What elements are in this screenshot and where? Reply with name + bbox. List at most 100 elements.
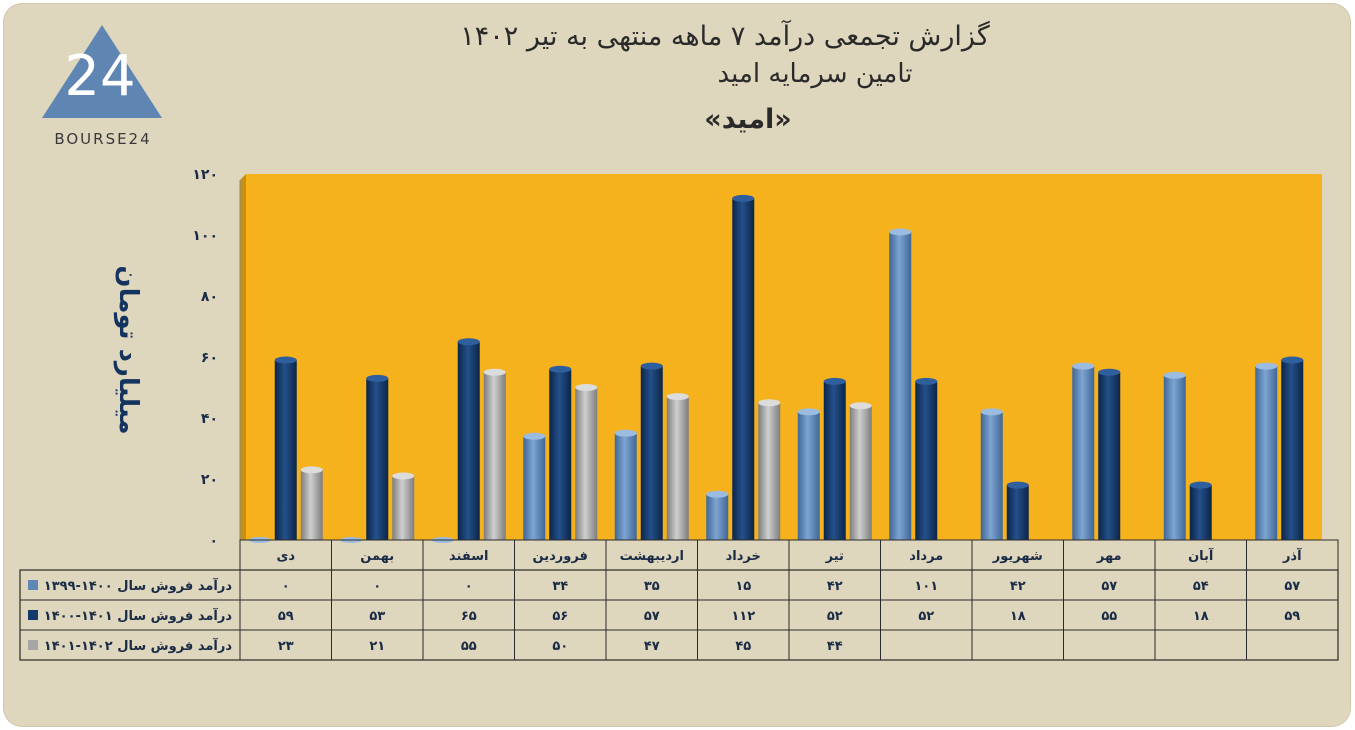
value-cell: ۴۲: [827, 579, 843, 594]
value-cell: ۱۸: [1193, 609, 1209, 624]
category-label: آذر: [1282, 547, 1302, 564]
value-cell: ۴۵: [735, 639, 751, 654]
legend-swatch: [28, 580, 38, 590]
value-cell: ۵۴: [1193, 579, 1209, 594]
value-cell: ۵۶: [552, 609, 568, 624]
bar-s2: [732, 198, 755, 540]
y-axis-label: میلیارد تومان: [113, 265, 143, 434]
value-cell: ۵۷: [1101, 579, 1117, 594]
bar-cap-s1: [706, 490, 729, 498]
bar-cap-s2: [640, 362, 663, 370]
value-cell: ۴۲: [1010, 579, 1026, 594]
bar-s2: [1281, 360, 1304, 540]
bar-s1: [523, 436, 546, 540]
value-cell: ۱۰۱: [914, 579, 938, 594]
chart-subtitle: تامین سرمایه امید: [717, 59, 912, 89]
bar-s3: [392, 475, 415, 540]
bar-cap-s2: [274, 356, 297, 364]
logo-triangle-icon: [42, 25, 162, 118]
value-cell: ۲۳: [278, 639, 294, 654]
bar-cap-s3: [666, 393, 689, 401]
bar-s2: [549, 369, 572, 540]
category-label: مهر: [1096, 549, 1122, 564]
y-tick-label: ۲۰: [201, 472, 218, 488]
value-cell: ۴۷: [644, 639, 660, 654]
bar-s2: [366, 378, 389, 540]
value-cell: ۱۸: [1010, 609, 1026, 624]
value-cell: ۵۲: [918, 609, 934, 624]
value-cell: ۴۴: [827, 639, 843, 654]
bar-cap-s3: [849, 402, 872, 410]
category-label: مرداد: [909, 549, 943, 564]
bar-s1: [797, 411, 820, 540]
bar-s3: [483, 372, 506, 540]
bar-s2: [823, 381, 846, 540]
value-cell: ۵۷: [644, 609, 660, 624]
y-tick-label: ۰: [209, 533, 218, 549]
value-cell: ۱۵: [735, 579, 751, 594]
bar-cap-s1: [1255, 362, 1278, 370]
bar-s3: [300, 469, 323, 540]
bar-cap-s2: [1006, 481, 1029, 489]
bar-s2: [457, 341, 480, 540]
y-tick-label: ۶۰: [201, 350, 218, 366]
legend-swatch: [28, 640, 38, 650]
value-rows-frame: [19, 569, 1339, 661]
y-tick-label: ۱۲۰: [192, 167, 218, 183]
value-cell: ۵۰: [552, 639, 568, 654]
category-label: آبان: [1188, 547, 1214, 564]
bar-cap-s2: [1189, 481, 1212, 489]
chart-title: گزارش تجمعی درآمد ۷ ماهه منتهی به تیر ۱۴…: [460, 20, 990, 52]
legend-swatch: [28, 610, 38, 620]
category-label: اردیبهشت: [620, 549, 684, 564]
bar-s2: [1189, 485, 1212, 540]
value-cell: ۶۵: [461, 609, 477, 624]
value-cell: ۱۱۲: [731, 609, 755, 624]
value-cell: ۰: [465, 579, 473, 594]
category-label: بهمن: [360, 549, 394, 564]
bar-cap-s1: [614, 429, 637, 437]
bar-cap-s2: [1281, 356, 1304, 364]
bar-cap-s1: [1163, 371, 1186, 379]
logo-text: BOURSE24: [54, 130, 151, 148]
y-tick-label: ۴۰: [201, 411, 218, 427]
bar-cap-s3: [483, 368, 506, 376]
bar-cap-s3: [758, 399, 781, 407]
bar-s1: [1255, 366, 1278, 540]
value-cell: ۵۹: [278, 609, 294, 624]
value-cell: ۳۴: [552, 579, 568, 594]
legend-label: درآمد فروش سال ۱۴۰۰-۱۳۹۹: [44, 577, 233, 594]
bar-s1: [1163, 375, 1186, 540]
bar-s1: [614, 433, 637, 540]
bar-cap-s2: [915, 377, 938, 385]
bar-cap-s1: [1072, 362, 1095, 370]
bar-cap-s3: [392, 472, 415, 480]
value-cell: ۰: [282, 579, 290, 594]
y-tick-label: ۱۰۰: [192, 228, 218, 244]
category-label: شهریور: [992, 549, 1043, 564]
bar-s3: [575, 387, 598, 540]
category-label: تیر: [825, 549, 844, 564]
bar-s2: [915, 381, 938, 540]
value-cell: ۵۳: [369, 609, 385, 624]
plot-area: [246, 174, 1322, 540]
bar-s1: [706, 494, 729, 540]
chart-symbol: «امید»: [704, 104, 792, 135]
legend-label: درآمد فروش سال ۱۴۰۲-۱۴۰۱: [44, 637, 233, 654]
value-cell: ۲۱: [369, 639, 385, 654]
bar-s1: [980, 411, 1003, 540]
data-table: دی ۰ ۵۹ ۲۳ بهمن ۰ ۵۳ ۲۱ اسفند ۰ ۶۵ ۵۵ فروردین ۳۴ ۵۶ ۵۰ ا…: [19, 539, 1339, 661]
bar-cap-s1: [980, 408, 1003, 416]
bar-cap-s2: [823, 377, 846, 385]
legend-label: درآمد فروش سال ۱۴۰۱-۱۴۰۰: [44, 607, 233, 624]
value-cell: ۰: [373, 579, 381, 594]
bar-cap-s3: [575, 384, 598, 391]
bar-cap-s1: [889, 228, 912, 236]
y-ticks: ۰ ۲۰ ۴۰ ۶۰ ۸۰ ۱۰۰ ۱۲۰: [192, 167, 218, 549]
logo: 24 BOURSE24: [42, 25, 162, 148]
value-cell: ۵۵: [1101, 609, 1117, 624]
bar-cap-s2: [366, 374, 389, 382]
bar-cap-s1: [523, 432, 546, 440]
category-label: فروردین: [533, 549, 588, 564]
bars: [248, 194, 1304, 543]
